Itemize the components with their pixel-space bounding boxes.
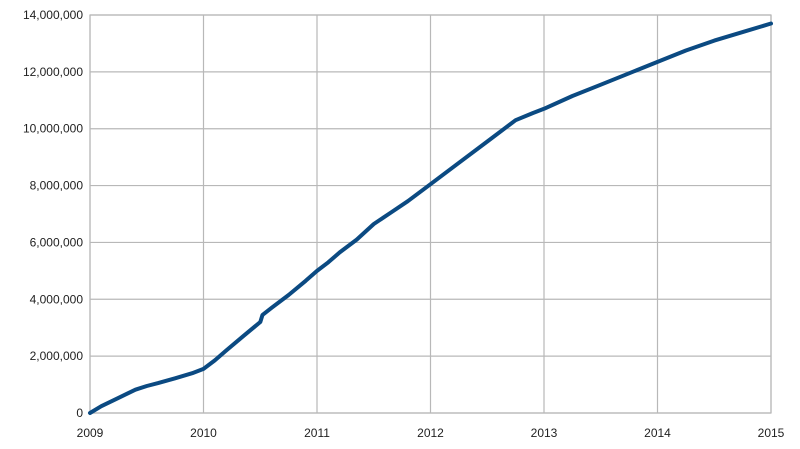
y-tick-label: 12,000,000 — [23, 65, 83, 79]
y-tick-label: 0 — [76, 406, 83, 420]
x-tick-label: 2012 — [417, 426, 444, 440]
series-layer — [88, 21, 773, 415]
x-tick-label: 2011 — [304, 426, 330, 440]
x-tick-label: 2013 — [531, 426, 558, 440]
x-tick-label: 2015 — [758, 426, 785, 440]
x-tick-label: 2010 — [190, 426, 217, 440]
y-tick-label: 8,000,000 — [30, 179, 84, 193]
x-axis-tick-labels: 2009 2010 2011 2012 2013 2014 2015 — [77, 426, 785, 440]
series-line — [88, 21, 773, 415]
y-tick-label: 6,000,000 — [30, 235, 84, 249]
grid-layer — [89, 14, 772, 414]
y-tick-label: 14,000,000 — [23, 8, 83, 22]
y-tick-label: 4,000,000 — [30, 292, 84, 306]
y-axis-tick-labels: 0 2,000,000 4,000,000 6,000,000 8,000,000 10,… — [23, 8, 83, 420]
y-tick-label: 10,000,000 — [23, 122, 83, 136]
x-tick-label: 2009 — [77, 426, 104, 440]
x-tick-label: 2014 — [644, 426, 671, 440]
plot-area-border — [89, 14, 772, 414]
y-tick-label: 2,000,000 — [30, 349, 84, 363]
